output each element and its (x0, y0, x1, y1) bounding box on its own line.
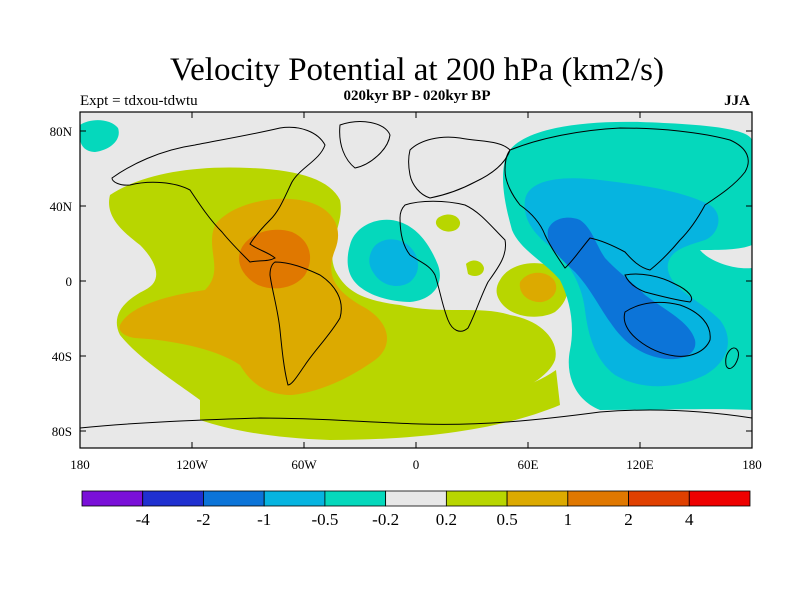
colorbar-label: -0.2 (372, 510, 399, 529)
lon-label-120e: 120E (626, 457, 654, 472)
lon-label-60e: 60E (518, 457, 539, 472)
colorbar-label: 4 (685, 510, 694, 529)
coast-australia (623, 301, 711, 357)
colorbar-swatch (324, 490, 387, 507)
colorbar-label: 1 (564, 510, 573, 529)
lat-label-40s: 40S (52, 349, 72, 364)
colorbar-swatch (263, 490, 326, 507)
latitude-labels: 80N 40N 0 40S 80S (50, 124, 73, 439)
negative-field-atlantic-core (369, 239, 419, 286)
lat-label-80n: 80N (50, 124, 73, 139)
longitude-labels: 180 120W 60W 0 60E 120E 180 (70, 457, 762, 472)
experiment-label: Expt = tdxou-tdwtu (80, 93, 198, 109)
colorbar-swatch (688, 490, 751, 507)
colorbar-label: -4 (136, 510, 151, 529)
colorbar-swatch (81, 490, 144, 507)
coast-north-america (111, 126, 326, 263)
colorbar-label: -2 (196, 510, 210, 529)
coast-new-zealand (725, 347, 739, 369)
lat-label-0: 0 (66, 274, 73, 289)
longitude-ticks (79, 112, 753, 448)
colorbar-swatch (203, 490, 265, 507)
coast-south-america (269, 261, 342, 386)
season-label: JJA (724, 93, 750, 109)
lon-label-180w: 180 (70, 457, 90, 472)
colorbar-swatch (628, 490, 690, 507)
colorbar-label: -1 (257, 510, 271, 529)
colorbar-swatch (506, 490, 569, 507)
coast-greenland (339, 121, 391, 169)
positive-field-africa-core (519, 272, 557, 303)
coastlines (80, 121, 752, 429)
colorbar-label: 0.5 (496, 510, 517, 529)
colorbar: -4 -2 -1 -0.5 -0.2 0.2 0.5 1 2 4 (81, 490, 751, 529)
colorbar-label: 0.2 (436, 510, 457, 529)
positive-field-strong (239, 229, 311, 289)
chart-subtitle: 020kyr BP - 020kyr BP (343, 88, 491, 104)
positive-field-east-africa (466, 260, 484, 276)
latitude-ticks (80, 130, 752, 432)
lat-label-40n: 40N (50, 199, 73, 214)
lon-label-60w: 60W (291, 457, 317, 472)
coast-asia (504, 127, 749, 271)
coast-maritime-continent (624, 273, 693, 303)
lon-label-180e: 180 (742, 457, 762, 472)
positive-field-southern-band (200, 370, 560, 440)
colorbar-swatch (385, 490, 447, 507)
colorbar-swatch (445, 490, 508, 507)
colorbar-swatch (567, 490, 629, 507)
negative-field-strong (547, 217, 696, 360)
coast-europe (408, 136, 511, 199)
chart-title: Velocity Potential at 200 hPa (km2/s) (169, 52, 665, 88)
lon-label-0: 0 (413, 457, 420, 472)
coast-africa (399, 200, 507, 332)
coast-antarctica (80, 409, 752, 429)
lat-label-80s: 80S (52, 424, 72, 439)
colorbar-swatch (142, 490, 204, 507)
lon-label-120w: 120W (176, 457, 209, 472)
positive-field-sahara (435, 214, 461, 232)
negative-field-arctic (80, 120, 119, 152)
colorbar-label: -0.5 (311, 510, 338, 529)
colorbar-label: 2 (624, 510, 633, 529)
